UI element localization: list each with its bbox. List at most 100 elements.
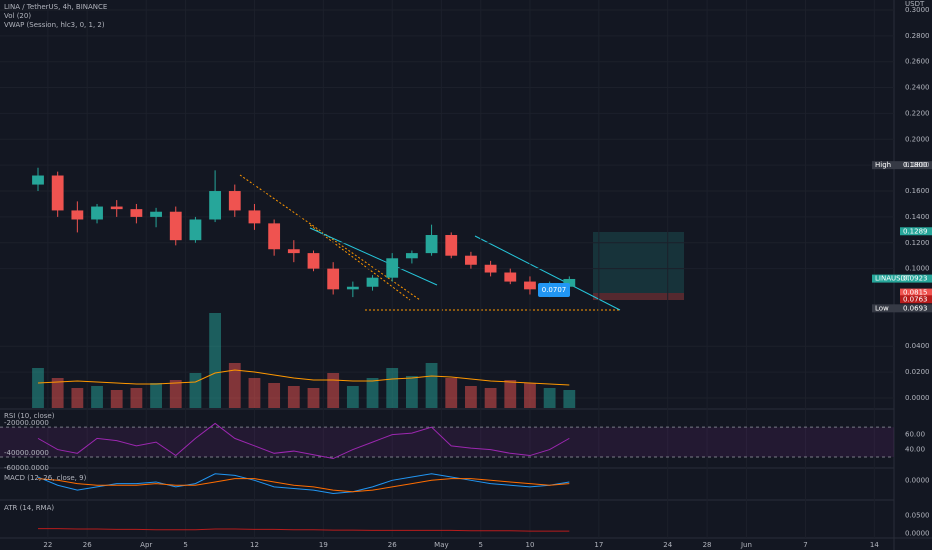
y-tick-label: 0.2600 [905,58,930,66]
x-tick-label: 26 [83,541,92,549]
price-marker-label: 0.1289 [903,227,928,235]
volume-ma [37,369,570,386]
x-tick-label: May [434,541,448,549]
y-tick-label: 0.2400 [905,84,930,92]
left-label: -20000.0000 [4,419,49,427]
volume-bar [32,368,44,408]
price-marker [872,161,932,170]
candle-body [484,264,497,273]
price-marker [872,304,932,313]
candle-body [504,272,517,282]
candle-body [32,175,44,185]
candle-body [268,223,281,250]
price-marker [900,227,932,236]
candle-body [346,286,359,290]
y-tick-label: 0.2200 [905,109,930,117]
volume-bar [248,378,261,408]
candle-body [130,209,143,217]
price-marker-label: 0.1800 [903,161,928,169]
rsi-title: RSI (10, close) [4,412,55,420]
volume-bar [169,380,182,408]
price-marker [900,295,932,304]
volume-bar [150,383,162,408]
volume-bar [209,313,222,408]
x-tick-label: 5 [479,541,483,549]
volume-bar [425,363,438,408]
candle-body [71,210,84,220]
volume-bar [287,386,300,408]
candle-body [327,268,340,290]
candle-body [169,211,182,241]
x-tick-label: 24 [663,541,672,549]
price-marker-label: 0.0693 [903,304,928,312]
macd-line [37,478,570,493]
trendline [309,224,411,301]
candle-body [189,219,202,241]
atr-line [38,528,570,532]
candle-body [228,191,241,211]
volume-bar [543,388,556,408]
candle-body [524,281,536,290]
y-tick-label: 0.2800 [905,32,930,40]
y-tick-label: 0.0500 [905,511,930,519]
y-tick-label: 0.1600 [905,187,930,195]
callout-text: 0.0707 [542,286,567,294]
y-tick-label: 0.1800 [905,161,930,169]
price-marker-label: 0.0763 [903,295,928,303]
price-marker-label: 0.0923 [903,275,928,283]
volume-bar [465,386,477,408]
y-tick-label: 0.2000 [905,135,930,143]
volume-bar [327,373,340,408]
x-tick-label: 22 [43,541,52,549]
price-marker-name: High [875,161,891,169]
volume-bar [366,378,379,408]
candle-body [366,277,379,287]
x-tick-label: Jun [740,541,752,549]
candle-body [110,206,123,210]
left-label: -40000.0000 [4,449,49,457]
volume-bar [504,380,517,408]
candle-body [51,175,64,211]
x-tick-label: 26 [388,541,397,549]
stop-zone [593,293,684,300]
x-tick-label: Apr [140,541,152,549]
candle-body [307,253,320,269]
trendline [474,235,621,311]
candle-body [209,191,222,220]
volume-bar [268,383,281,408]
candle-body [445,235,458,256]
y-tick-label: 60.00 [905,431,925,439]
candle-body [563,278,576,287]
volume-bar [405,376,418,408]
volume-bar [346,386,359,408]
x-tick-label: 14 [870,541,879,549]
y-tick-label: 0.1200 [905,239,930,247]
atr-title: ATR (14, RMA) [4,504,54,512]
candle-body [150,211,162,217]
macd-title: MACD (12, 26, close, 9) [4,474,87,482]
price-marker [872,274,932,283]
candle-body [248,210,261,224]
volume-bar [71,388,84,408]
candle-body [287,249,300,254]
volume-bar [91,386,103,408]
candle-body [425,235,438,254]
candle-body [386,258,399,278]
volume-bar [386,368,399,408]
candle-body [405,253,418,259]
candle-body [91,206,103,220]
trendline [309,227,438,286]
y-tick-label: 0.0400 [905,342,930,350]
y-tick-label: 0.0200 [905,368,930,376]
y-tick-label: 0.1400 [905,213,930,221]
volume-bar [51,378,64,408]
volume-bar [130,388,143,408]
y-tick-label: 0.3000 [905,6,930,14]
y-tick-label: 0.1000 [905,265,930,273]
y-tick-label: 0.0000 [905,394,930,402]
chart-title: LINA / TetherUS, 4h, BINANCE [4,3,107,11]
price-marker-label: 0.0815 [903,289,928,297]
rsi-line [37,422,570,460]
target-zone [593,232,684,293]
